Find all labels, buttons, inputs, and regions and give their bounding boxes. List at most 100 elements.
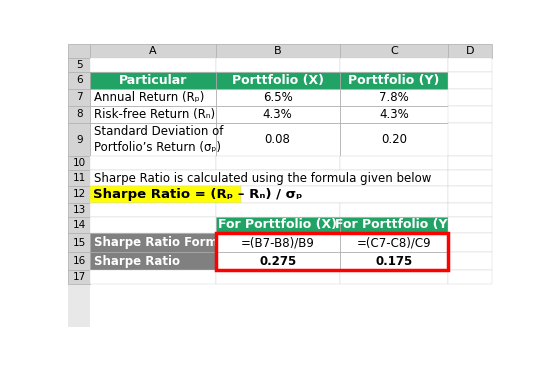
Bar bbox=[448, 270, 492, 284]
Bar bbox=[68, 72, 90, 89]
Bar bbox=[90, 186, 241, 203]
Bar bbox=[68, 186, 90, 203]
Bar bbox=[90, 233, 216, 252]
Text: Sharpe Ratio = (Rₚ – Rₙ) / σₚ: Sharpe Ratio = (Rₚ – Rₙ) / σₚ bbox=[93, 188, 302, 201]
Bar bbox=[68, 89, 90, 106]
Text: 13: 13 bbox=[73, 204, 86, 215]
Bar bbox=[216, 233, 340, 252]
Bar bbox=[68, 203, 90, 217]
Bar bbox=[448, 106, 492, 123]
Text: 15: 15 bbox=[73, 238, 86, 248]
Bar bbox=[448, 89, 492, 106]
Bar bbox=[448, 170, 492, 186]
Bar bbox=[216, 233, 448, 270]
Text: Sharpe Ratio Formula: Sharpe Ratio Formula bbox=[94, 236, 238, 249]
Bar bbox=[448, 233, 492, 252]
Bar bbox=[340, 106, 448, 123]
Text: 5: 5 bbox=[76, 60, 83, 70]
Bar bbox=[90, 58, 216, 72]
Text: 0.20: 0.20 bbox=[381, 133, 407, 146]
Text: 8: 8 bbox=[76, 109, 83, 119]
Bar bbox=[216, 270, 340, 284]
Bar bbox=[68, 217, 90, 233]
Bar bbox=[68, 156, 90, 170]
Bar bbox=[340, 217, 448, 233]
Text: Sharpe Ratio is calculated using the formula given below: Sharpe Ratio is calculated using the for… bbox=[94, 171, 432, 185]
Text: Risk-free Return (Rₙ): Risk-free Return (Rₙ) bbox=[94, 108, 215, 121]
Bar bbox=[340, 58, 448, 72]
Bar bbox=[68, 58, 90, 72]
Bar bbox=[448, 186, 492, 203]
Text: 6.5%: 6.5% bbox=[263, 91, 293, 103]
Bar bbox=[340, 156, 448, 170]
Bar bbox=[68, 44, 90, 58]
Bar bbox=[216, 217, 340, 233]
Bar bbox=[216, 106, 340, 123]
Bar bbox=[216, 156, 340, 170]
Bar bbox=[90, 106, 216, 123]
Text: For Porttfolio (Y): For Porttfolio (Y) bbox=[335, 218, 453, 232]
Bar bbox=[340, 123, 448, 156]
Bar bbox=[90, 156, 216, 170]
Bar bbox=[448, 123, 492, 156]
Bar bbox=[90, 217, 216, 233]
Bar bbox=[68, 106, 90, 123]
Bar bbox=[241, 186, 448, 203]
Text: A: A bbox=[149, 46, 156, 56]
Bar bbox=[216, 203, 340, 217]
Bar bbox=[340, 252, 448, 270]
Text: C: C bbox=[390, 46, 398, 56]
Bar bbox=[68, 270, 90, 284]
Bar bbox=[90, 72, 216, 89]
Bar bbox=[448, 58, 492, 72]
Bar bbox=[68, 123, 90, 156]
Bar bbox=[90, 270, 216, 284]
Bar bbox=[448, 217, 492, 233]
Bar bbox=[448, 252, 492, 270]
Bar bbox=[340, 44, 448, 58]
Text: 0.08: 0.08 bbox=[265, 133, 290, 146]
Bar bbox=[216, 123, 340, 156]
Bar bbox=[340, 233, 448, 252]
Bar bbox=[68, 170, 90, 186]
Bar bbox=[68, 252, 90, 270]
Text: 7.8%: 7.8% bbox=[379, 91, 409, 103]
Text: Porttfolio (Y): Porttfolio (Y) bbox=[348, 74, 440, 87]
Bar bbox=[90, 89, 216, 106]
Bar bbox=[340, 270, 448, 284]
Text: 4.3%: 4.3% bbox=[379, 108, 409, 121]
Text: Standard Deviation of: Standard Deviation of bbox=[94, 125, 223, 138]
Bar bbox=[90, 252, 216, 270]
Text: D: D bbox=[466, 46, 474, 56]
Text: 6: 6 bbox=[76, 75, 83, 85]
Bar bbox=[216, 72, 340, 89]
Text: B: B bbox=[274, 46, 282, 56]
Text: For Porttfolio (X): For Porttfolio (X) bbox=[218, 218, 337, 232]
Text: Sharpe Ratio: Sharpe Ratio bbox=[94, 255, 180, 268]
Bar bbox=[448, 203, 492, 217]
Text: 12: 12 bbox=[73, 189, 86, 199]
Text: 14: 14 bbox=[73, 220, 86, 230]
Bar bbox=[448, 72, 492, 89]
Text: 4.3%: 4.3% bbox=[263, 108, 293, 121]
Bar bbox=[216, 89, 340, 106]
Bar bbox=[90, 123, 216, 156]
Bar bbox=[448, 156, 492, 170]
Bar bbox=[340, 89, 448, 106]
Bar bbox=[216, 44, 340, 58]
Text: =(B7-B8)/B9: =(B7-B8)/B9 bbox=[241, 236, 315, 249]
Text: 7: 7 bbox=[76, 92, 83, 102]
Text: 0.275: 0.275 bbox=[259, 255, 296, 268]
Bar bbox=[90, 203, 216, 217]
Bar bbox=[216, 58, 340, 72]
Bar bbox=[340, 203, 448, 217]
Text: 0.175: 0.175 bbox=[375, 255, 412, 268]
Text: Portfolio’s Return (σₚ): Portfolio’s Return (σₚ) bbox=[94, 141, 221, 154]
Text: Porttfolio (X): Porttfolio (X) bbox=[231, 74, 324, 87]
Text: 9: 9 bbox=[76, 135, 83, 145]
Text: =(C7-C8)/C9: =(C7-C8)/C9 bbox=[357, 236, 431, 249]
Bar bbox=[90, 44, 216, 58]
Text: 16: 16 bbox=[73, 256, 86, 266]
Bar bbox=[68, 233, 90, 252]
Text: Particular: Particular bbox=[119, 74, 187, 87]
